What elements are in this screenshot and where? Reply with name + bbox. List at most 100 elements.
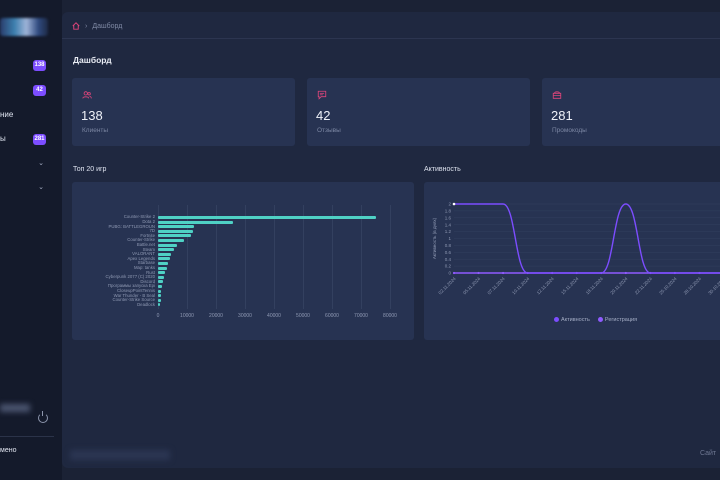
bar[interactable]: [158, 294, 161, 298]
stat-label: Отзывы: [317, 127, 341, 134]
category-label: CloseupPointTennis: [117, 288, 155, 293]
stat-value: 281: [551, 108, 573, 123]
x-tick-label: 02.11.2024: [437, 276, 457, 296]
legend-item[interactable]: Активность: [554, 317, 590, 323]
x-tick-label: 07.11.2024: [487, 276, 507, 296]
bar[interactable]: [158, 298, 161, 302]
sidebar-item-6[interactable]: ⌄: [0, 181, 60, 197]
bar[interactable]: [158, 271, 166, 275]
category-label: Counter-Strike: [127, 237, 155, 243]
sidebar-bottom-item[interactable]: мено: [0, 447, 17, 454]
bar[interactable]: [158, 257, 170, 261]
x-tick-label: 10.11.2024: [511, 276, 531, 296]
chevron-down-icon: ⌄: [38, 184, 44, 191]
y-tick-label: 0: [448, 271, 451, 276]
bar[interactable]: [158, 225, 195, 229]
data-point[interactable]: [501, 271, 505, 275]
data-point[interactable]: [477, 271, 480, 275]
data-point[interactable]: [452, 271, 456, 275]
y-tick-label: 0.4: [445, 257, 452, 262]
category-label: Starbase: [137, 260, 155, 266]
x-tick-label: 80000: [383, 313, 397, 319]
chart-legend: Активность Регистрация: [554, 317, 637, 323]
series-line-activity: [453, 203, 720, 274]
bar[interactable]: [158, 239, 185, 242]
logo[interactable]: [0, 18, 48, 36]
data-point[interactable]: [624, 271, 627, 275]
x-tick-label: 05.11.2024: [462, 276, 482, 296]
sidebar-item-label: ы: [0, 134, 6, 143]
stat-value: 138: [81, 108, 103, 123]
y-tick-label: 0.6: [445, 250, 452, 255]
user-name: [0, 404, 30, 412]
category-label: PUBG: BATTLEGROUN: [108, 223, 155, 229]
bar[interactable]: [158, 303, 161, 307]
bar[interactable]: [158, 248, 174, 252]
chevron-down-icon: ⌄: [38, 160, 44, 167]
data-point[interactable]: [452, 202, 456, 206]
count-badge: 42: [33, 85, 46, 96]
bar[interactable]: [158, 262, 169, 265]
gridline: [158, 205, 159, 309]
divider: [0, 436, 54, 437]
bar[interactable]: [158, 243, 177, 247]
page-title: Дашборд: [73, 55, 112, 65]
category-label: 7D: [149, 228, 156, 234]
bar[interactable]: [158, 280, 164, 284]
gridline: [274, 205, 275, 309]
sidebar-item-reviews[interactable]: 42: [0, 83, 60, 99]
x-tick-label: 20000: [209, 313, 223, 319]
stat-label: Промокоды: [552, 127, 587, 134]
legend-item[interactable]: Регистрация: [597, 317, 638, 323]
bar[interactable]: [158, 285, 163, 288]
users-icon: [82, 87, 92, 99]
bar[interactable]: [158, 234, 192, 238]
gridline: [187, 205, 188, 309]
sidebar-item-promocodes[interactable]: ы 281: [0, 132, 60, 148]
x-tick-label: 30000: [238, 313, 252, 319]
bar[interactable]: [158, 275, 164, 279]
y-tick-label: 1.4: [445, 222, 452, 227]
stat-card-reviews[interactable]: 42 Отзывы: [307, 78, 530, 146]
category-label: Counter-Strike 2: [123, 214, 155, 220]
sidebar-item-5[interactable]: ⌄: [0, 157, 60, 173]
home-icon[interactable]: [72, 22, 80, 30]
sidebar-item-3[interactable]: ние: [0, 108, 60, 124]
category-label: Steam: [142, 246, 155, 252]
bar[interactable]: [158, 229, 193, 233]
bar[interactable]: [158, 252, 172, 256]
x-tick-label: 70000: [354, 313, 368, 319]
stat-card-clients[interactable]: 138 Клиенты: [72, 78, 295, 146]
gridline: [332, 205, 333, 309]
legend-label: Регистрация: [604, 317, 638, 323]
gridline: [216, 205, 217, 309]
category-label: Discord: [140, 278, 155, 284]
power-icon[interactable]: [38, 411, 48, 423]
bar[interactable]: [158, 266, 167, 270]
y-tick-label: 2: [448, 202, 451, 207]
category-label: Battle.net: [136, 242, 155, 247]
sidebar-item-clients[interactable]: 138: [0, 58, 60, 74]
bar[interactable]: [158, 216, 376, 219]
sidebar-item-label: ние: [0, 110, 14, 119]
y-tick-label: 1.6: [445, 215, 452, 220]
main-content: › Дашборд Дашборд 138 Клиенты 42 Отзывы …: [62, 12, 720, 468]
breadcrumb: › Дашборд: [72, 22, 122, 30]
section-title-top-games: Топ 20 игр: [73, 166, 107, 173]
legend-swatch: [597, 317, 603, 323]
bar[interactable]: [158, 220, 234, 224]
x-tick-label: 15.11.2024: [560, 276, 580, 296]
section-title-activity: Активность: [424, 166, 461, 173]
category-label: Counter-Strike Source: [112, 297, 155, 303]
x-tick-label: 22.11.2024: [634, 276, 654, 296]
bar[interactable]: [158, 289, 162, 293]
footer-copyright: [70, 450, 170, 460]
breadcrumb-current: Дашборд: [92, 22, 123, 30]
category-label: Cyberpunk 2077 (C) 2020: [105, 274, 155, 280]
stat-card-promocodes[interactable]: 281 Промокоды: [542, 78, 720, 146]
x-tick-label: 30.10.2024: [707, 276, 720, 296]
legend-swatch: [554, 317, 559, 323]
x-tick-label: 50000: [296, 313, 310, 319]
footer-link-site[interactable]: Сайт: [700, 450, 717, 457]
x-tick-label: 25.10.2024: [658, 276, 678, 296]
